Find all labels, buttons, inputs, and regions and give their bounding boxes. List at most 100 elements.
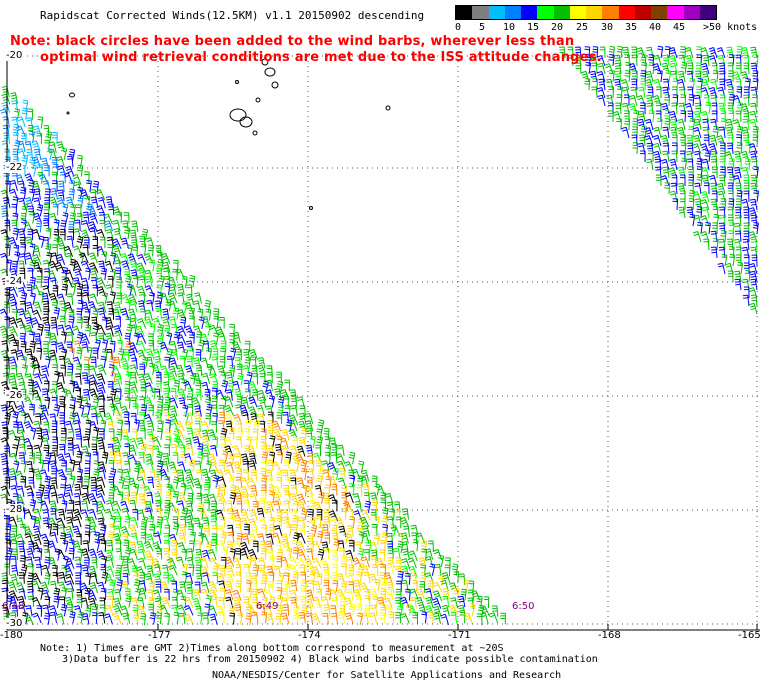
wind-barb xyxy=(225,573,235,585)
wind-barb xyxy=(9,372,17,385)
wind-barb xyxy=(92,236,98,248)
wind-barb xyxy=(157,396,164,409)
wind-barb xyxy=(175,429,185,441)
wind-barb xyxy=(44,475,51,488)
wind-barb xyxy=(258,603,266,616)
wind-barb xyxy=(172,516,179,528)
wind-barb xyxy=(743,222,750,235)
wind-barb xyxy=(60,604,68,617)
wind-barb xyxy=(82,388,91,401)
wind-barb xyxy=(58,244,66,257)
wind-barb xyxy=(163,371,170,384)
wind-barb xyxy=(89,572,98,585)
wind-barb xyxy=(99,604,106,617)
wind-barb xyxy=(596,87,606,99)
wind-barb xyxy=(137,509,146,521)
wind-barb xyxy=(242,364,251,377)
wind-barb xyxy=(250,413,259,425)
wind-barb xyxy=(711,62,718,75)
wind-barb xyxy=(28,477,35,489)
wind-barb xyxy=(357,612,364,625)
wind-barb xyxy=(16,349,26,361)
wind-barb xyxy=(108,459,115,472)
island-outline xyxy=(385,105,391,111)
wind-barb xyxy=(96,493,106,504)
wind-barb xyxy=(261,572,268,585)
wind-barb xyxy=(112,206,122,218)
wind-barb xyxy=(2,333,11,345)
wind-barb xyxy=(735,182,742,195)
wind-barb xyxy=(27,379,34,392)
wind-barb xyxy=(15,581,26,593)
wind-barb xyxy=(291,524,298,536)
wind-barb xyxy=(669,190,678,203)
wind-barb xyxy=(26,149,34,161)
wind-barb xyxy=(188,523,194,536)
wind-barb xyxy=(416,588,425,600)
wind-barb xyxy=(160,252,171,264)
wind-barb xyxy=(37,323,44,337)
wind-barb xyxy=(21,203,29,216)
wind-barb xyxy=(232,461,242,473)
wind-barb xyxy=(348,603,356,616)
wind-barb xyxy=(147,476,154,489)
wind-barb xyxy=(173,508,180,521)
wind-barb xyxy=(129,516,139,528)
wind-barb xyxy=(298,524,306,536)
wind-barb xyxy=(160,581,169,593)
wind-barb xyxy=(708,47,718,59)
wind-barb xyxy=(100,588,107,600)
wind-barb xyxy=(208,453,217,465)
wind-barb xyxy=(49,413,57,425)
wind-barb xyxy=(91,413,99,425)
wind-barb xyxy=(751,254,758,267)
wind-barb xyxy=(289,445,298,457)
wind-barb xyxy=(353,589,362,601)
wind-barb xyxy=(41,564,50,576)
wind-barb xyxy=(126,324,133,337)
wind-barb xyxy=(57,324,66,336)
wind-barb xyxy=(483,596,490,609)
wind-barb xyxy=(79,252,89,264)
wind-barb xyxy=(123,226,131,240)
wind-barb xyxy=(236,348,242,361)
wind-barb xyxy=(328,476,337,488)
island-outline xyxy=(66,111,70,115)
wind-barb xyxy=(129,541,137,553)
wind-barb xyxy=(584,78,591,91)
wind-barb xyxy=(320,596,330,608)
wind-barb xyxy=(727,238,734,251)
wind-barb xyxy=(310,612,321,624)
wind-barb xyxy=(80,597,89,609)
wind-barb xyxy=(308,459,315,472)
wind-barb xyxy=(316,604,323,616)
wind-barb xyxy=(412,539,419,552)
wind-barb xyxy=(33,468,43,480)
wind-barb xyxy=(727,102,734,115)
wind-barb xyxy=(19,253,27,265)
wind-barb xyxy=(176,334,187,345)
wind-barb xyxy=(66,604,73,616)
wind-barb xyxy=(131,428,138,441)
wind-barb xyxy=(208,589,219,600)
wind-barb xyxy=(48,557,57,569)
wind-barb xyxy=(186,355,193,368)
wind-barb xyxy=(11,564,19,577)
wind-barb xyxy=(128,348,137,361)
wind-barb xyxy=(65,196,75,208)
wind-barb xyxy=(387,540,394,553)
wind-barb xyxy=(404,572,411,585)
wind-barb xyxy=(120,500,130,512)
wind-barb xyxy=(732,95,742,107)
wind-barb xyxy=(241,411,250,424)
wind-barb xyxy=(82,485,89,497)
wind-barb xyxy=(52,132,58,144)
wind-barb xyxy=(693,150,702,163)
wind-barb xyxy=(480,605,490,617)
wind-barb xyxy=(752,134,759,147)
wind-barb xyxy=(185,476,195,488)
wind-barb xyxy=(35,491,43,504)
wind-barb xyxy=(263,588,273,600)
wind-barb xyxy=(248,396,258,408)
wind-barb xyxy=(200,566,210,577)
